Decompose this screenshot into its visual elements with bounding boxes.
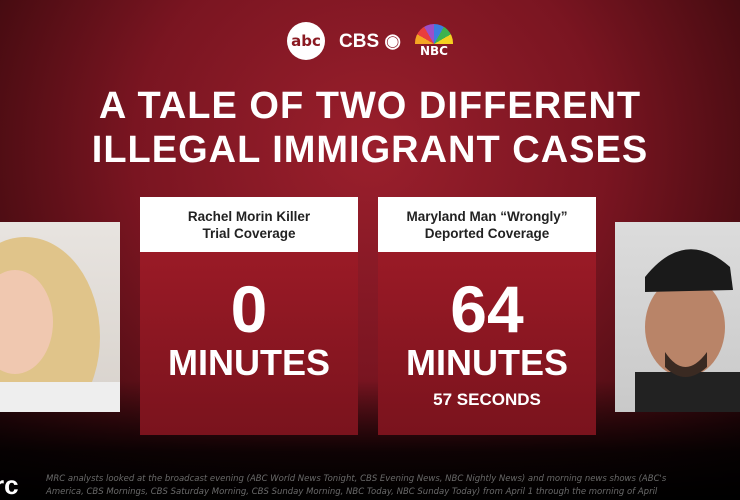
seconds-label: 57 SECONDS xyxy=(433,390,541,409)
abc-logo: abc xyxy=(287,22,325,60)
cbs-text: CBS xyxy=(339,30,380,52)
card-header: Rachel Morin Killer Trial Coverage xyxy=(140,197,358,252)
header-line1: Rachel Morin Killer xyxy=(187,208,311,224)
header-line1: Maryland Man “Wrongly” xyxy=(406,208,568,224)
headline: A TALE OF TWO DIFFERENT ILLEGAL IMMIGRAN… xyxy=(0,84,740,172)
note-line2: America, CBS Mornings, CBS Saturday Morn… xyxy=(46,486,658,497)
minutes-label: MINUTES xyxy=(168,342,330,383)
minutes-value: 64 xyxy=(450,272,524,346)
rachel-morin-card: Rachel Morin Killer Trial Coverage 0 MINUT… xyxy=(140,197,358,435)
nbc-logo: NBC xyxy=(414,24,453,58)
woman-portrait-icon xyxy=(0,237,120,412)
network-logos: abc CBS ◉ NBC xyxy=(0,22,740,60)
cbs-logo: CBS ◉ xyxy=(339,30,401,52)
maryland-man-photo xyxy=(615,222,740,412)
mrc-logo: rc xyxy=(0,470,19,500)
header-line2: Trial Coverage xyxy=(202,225,296,241)
footer: rc MRC analysts looked at the broadcast … xyxy=(0,470,740,500)
card-header: Maryland Man “Wrongly” Deported Coverage xyxy=(378,197,596,252)
methodology-note: MRC analysts looked at the broadcast eve… xyxy=(46,473,666,499)
maryland-man-card: Maryland Man “Wrongly” Deported Coverage … xyxy=(378,197,596,435)
headline-line2: ILLEGAL IMMIGRANT CASES xyxy=(91,129,649,171)
card-body: 64 MINUTES 57 SECONDS xyxy=(378,252,596,435)
peacock-icon xyxy=(414,24,453,44)
headline-line1: A TALE OF TWO DIFFERENT xyxy=(98,85,642,127)
card-body: 0 MINUTES xyxy=(140,252,358,435)
note-line1: MRC analysts looked at the broadcast eve… xyxy=(46,473,667,484)
minutes-label: MINUTES xyxy=(406,342,568,383)
man-portrait-icon xyxy=(635,249,740,412)
minutes-value: 0 xyxy=(230,272,268,346)
nbc-text: NBC xyxy=(419,44,448,58)
header-line2: Deported Coverage xyxy=(424,225,550,241)
rachel-morin-photo xyxy=(0,222,120,412)
